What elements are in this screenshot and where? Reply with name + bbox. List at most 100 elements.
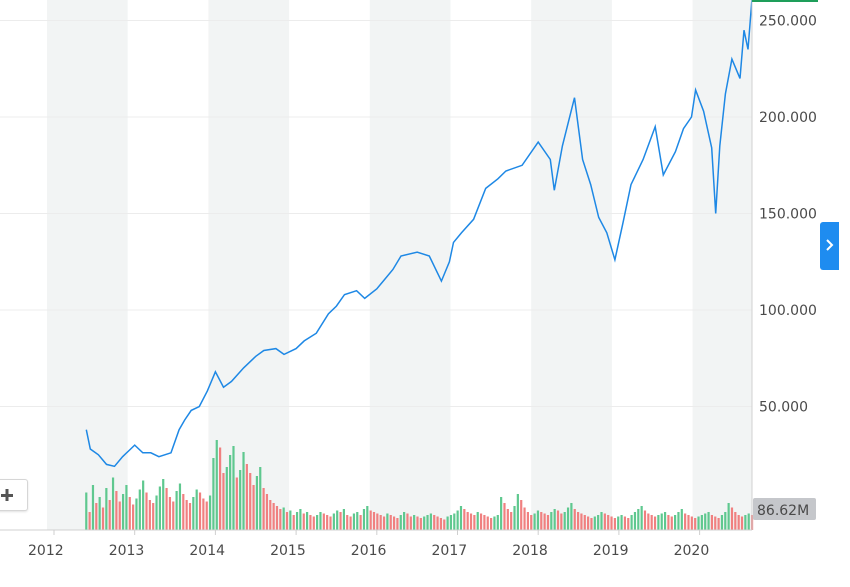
volume-bar	[299, 509, 302, 530]
volume-bar	[282, 507, 285, 530]
volume-bar	[148, 500, 151, 530]
volume-bar	[342, 509, 345, 530]
volume-bar	[714, 516, 717, 530]
volume-bar	[583, 515, 586, 530]
volume-bar	[523, 507, 526, 530]
volume-bar	[332, 513, 335, 530]
volume-bar	[366, 506, 369, 530]
volume-bar	[553, 509, 556, 530]
volume-bar	[145, 492, 148, 530]
volume-bar	[262, 488, 265, 530]
volume-bar	[587, 516, 590, 530]
volume-bar	[279, 509, 282, 530]
volume-bar	[576, 512, 580, 530]
volume-bar	[289, 510, 292, 530]
year-band	[531, 0, 612, 530]
volume-bar	[111, 477, 115, 530]
volume-bar	[155, 495, 158, 530]
volume-bar	[372, 512, 376, 530]
volume-bar	[416, 516, 419, 530]
expand-panel-button[interactable]	[820, 222, 839, 270]
volume-bar	[376, 513, 379, 530]
volume-bar	[463, 509, 466, 530]
volume-bar	[469, 513, 473, 530]
volume-bar	[449, 515, 453, 530]
volume-bar	[188, 503, 192, 530]
volume-bar	[694, 518, 697, 530]
volume-bar	[453, 513, 456, 530]
volume-bar	[245, 464, 248, 530]
volume-bar	[486, 516, 489, 530]
volume-bar	[643, 510, 647, 530]
volume-bar	[152, 503, 155, 530]
volume-bar	[292, 515, 295, 530]
volume-bar	[593, 516, 596, 530]
volume-bar	[620, 515, 623, 530]
volume-bar	[285, 512, 289, 530]
volume-bar	[359, 515, 362, 530]
volume-bar	[275, 506, 279, 530]
x-tick-label: 2012	[28, 543, 64, 559]
volume-badge-label: 86.62M	[757, 503, 809, 519]
volume-bar	[219, 447, 222, 530]
volume-bar	[252, 485, 255, 530]
volume-bar	[744, 515, 747, 530]
volume-bar	[526, 512, 529, 530]
volume-bar	[232, 446, 235, 530]
volume-bar	[229, 455, 232, 530]
x-tick-label: 2020	[674, 543, 710, 559]
volume-bar	[710, 515, 714, 530]
volume-bar	[132, 504, 135, 530]
zoom-in-button[interactable]	[0, 479, 28, 511]
x-tick-label: 2018	[512, 543, 548, 559]
volume-bar	[510, 512, 513, 530]
volume-bar	[239, 470, 242, 530]
year-band	[692, 0, 752, 530]
volume-bar	[473, 515, 476, 530]
volume-bar	[657, 515, 660, 530]
volume-bar	[255, 476, 259, 530]
volume-bar	[98, 497, 101, 530]
volume-bar	[433, 515, 436, 530]
volume-bar	[168, 497, 172, 530]
volume-bar	[125, 485, 128, 530]
volume-bar	[466, 512, 469, 530]
volume-bar	[312, 516, 315, 530]
volume-bar	[423, 516, 426, 530]
volume-bar	[667, 515, 670, 530]
volume-bar	[663, 512, 667, 530]
volume-bar	[305, 512, 309, 530]
y-tick-label: 100.000	[759, 303, 817, 319]
volume-bar	[379, 515, 382, 530]
volume-bar	[439, 518, 443, 530]
volume-bar	[513, 506, 516, 530]
volume-bar	[660, 513, 663, 530]
volume-bar	[396, 518, 399, 530]
volume-bar	[419, 518, 422, 530]
volume-bar	[530, 515, 533, 530]
volume-bar	[319, 512, 322, 530]
volume-bar	[737, 515, 740, 530]
volume-bar	[295, 512, 299, 530]
volume-bar	[242, 452, 245, 530]
volume-bar	[128, 497, 131, 530]
volume-bar	[386, 513, 389, 530]
x-tick-label: 2019	[593, 543, 629, 559]
volume-bar	[546, 515, 550, 530]
volume-bar	[483, 515, 486, 530]
volume-bar	[687, 515, 690, 530]
volume-bar	[613, 518, 616, 530]
y-tick-label: 200.000	[759, 110, 817, 126]
volume-bar	[309, 515, 312, 530]
volume-bar	[138, 489, 141, 530]
volume-bar	[135, 498, 138, 530]
volume-bar	[506, 509, 509, 530]
volume-bar	[443, 519, 446, 530]
volume-bar	[212, 458, 215, 530]
volume-bar	[556, 510, 560, 530]
volume-bar	[580, 513, 583, 530]
volume-bar	[265, 494, 269, 530]
volume-bar	[142, 480, 145, 530]
volume-bar	[747, 513, 750, 530]
plus-icon	[1, 489, 13, 501]
